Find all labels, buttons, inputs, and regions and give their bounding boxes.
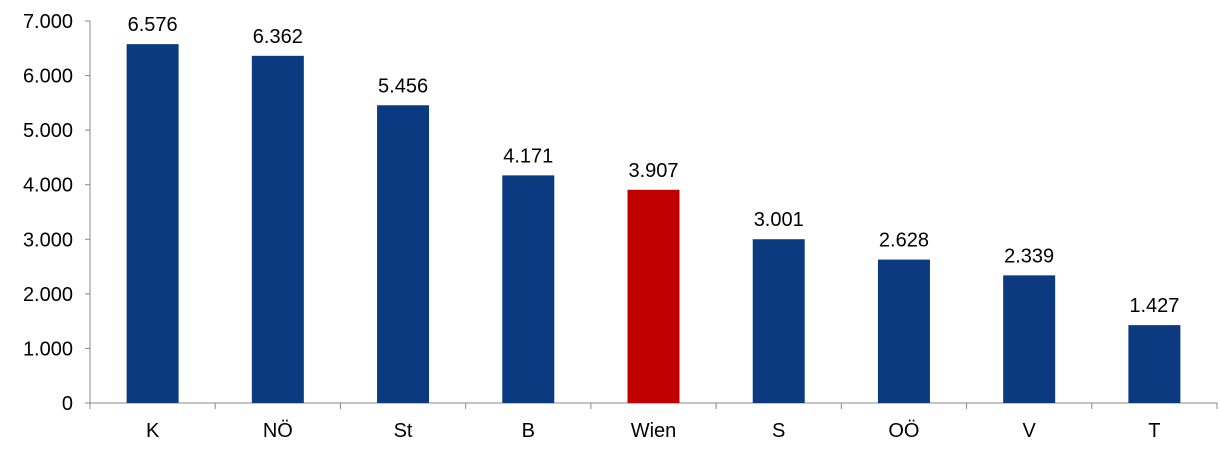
bar-8 [1128,325,1181,403]
data-label: 6.362 [253,26,303,48]
x-tick-label: St [394,420,413,442]
data-label: 2.628 [879,230,929,252]
data-label: 4.171 [503,145,553,167]
x-tick-label: S [772,420,785,442]
bar-6 [877,259,930,403]
y-axis: 0 1.000 2.000 3.000 4.000 5.000 6.000 7.000 [23,11,91,415]
data-label: 2.339 [1004,245,1054,267]
y-tick-label: 3.000 [23,229,73,251]
y-tick-label: 6.000 [23,66,73,88]
data-label: 1.427 [1129,295,1179,317]
x-tick-label: K [146,420,160,442]
bars [126,44,1181,404]
x-tick-label: T [1148,420,1160,442]
x-tick-label: B [522,420,535,442]
bar-5 [752,239,805,403]
bar-2 [377,105,430,403]
y-tick-label: 0 [62,393,73,415]
x-tick-label: V [1022,420,1036,442]
y-tick-label: 5.000 [23,120,73,142]
y-tick-label: 2.000 [23,284,73,306]
x-tick-label: NÖ [263,420,293,442]
y-tick-label: 1.000 [23,338,73,360]
data-label: 3.001 [754,209,804,231]
y-tick-label: 7.000 [23,11,73,33]
bar-7 [1003,275,1056,403]
y-tick-label: 4.000 [23,175,73,197]
data-label: 3.907 [628,160,678,182]
bar-4 [627,189,680,403]
bar-3 [502,175,555,403]
x-tick-label: OÖ [888,420,919,442]
x-axis: K NÖ St B Wien S OÖ V T [89,402,1218,442]
bar-1 [251,55,304,404]
data-labels: 6.576 6.362 5.456 4.171 3.907 3.001 2.628 2.339… [128,14,1180,317]
data-label: 5.456 [378,75,428,97]
bar-0 [126,44,179,404]
data-label: 6.576 [128,14,178,36]
x-tick-label: Wien [631,420,677,442]
